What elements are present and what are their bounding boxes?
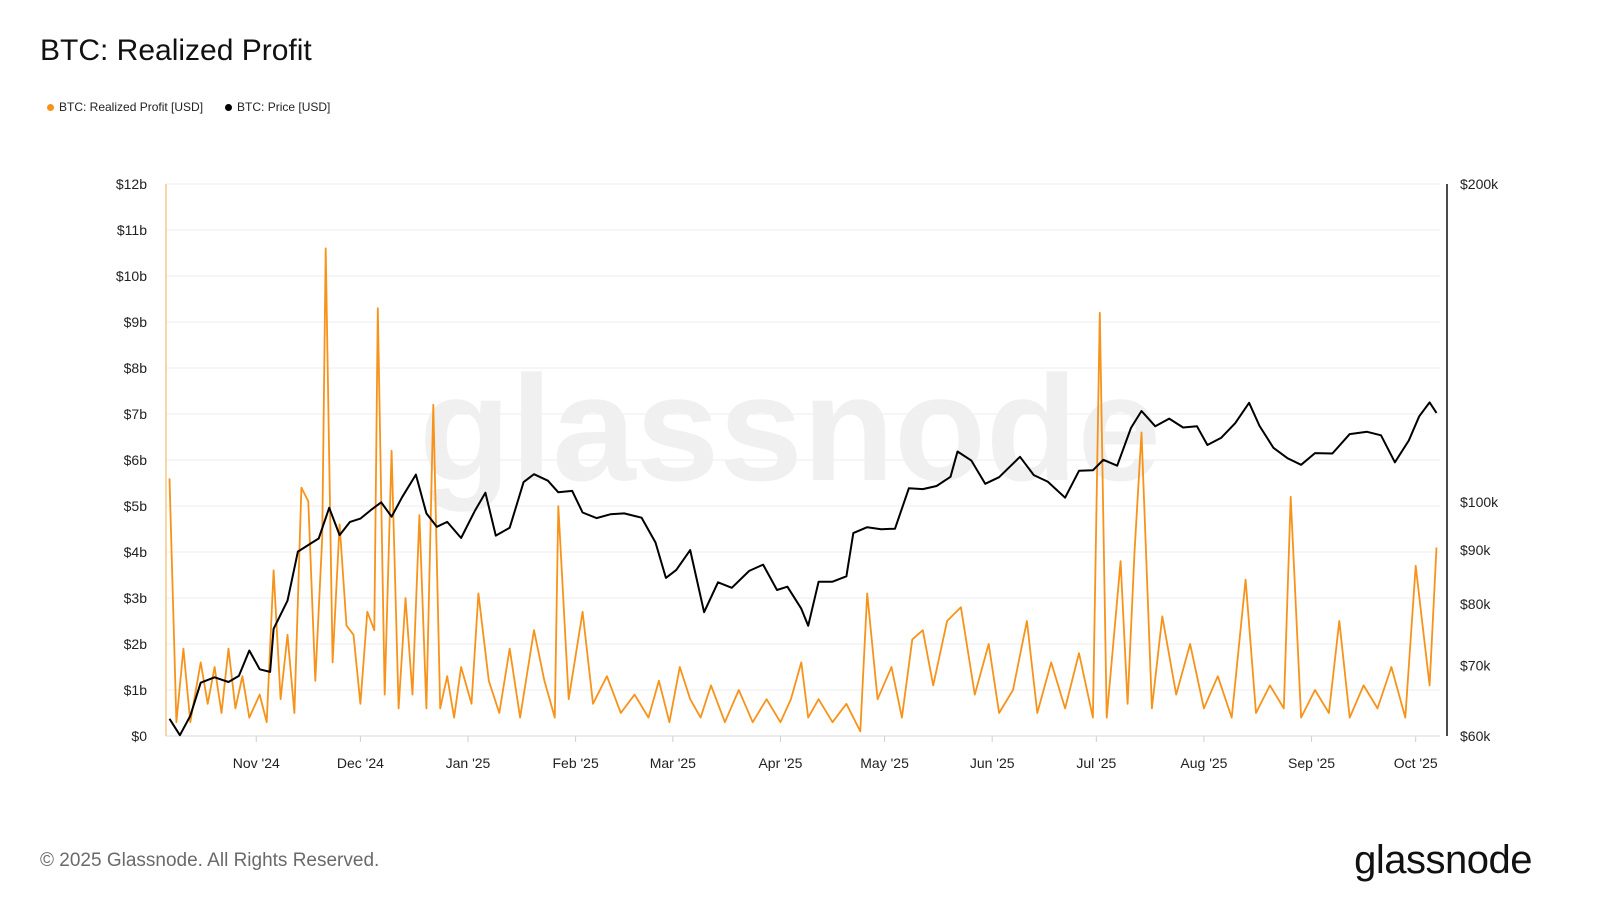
chart-title: BTC: Realized Profit [40,34,312,67]
left-tick-label: $0 [131,728,147,744]
legend-item-price[interactable]: BTC: Price [USD] [225,100,330,114]
copyright-text: © 2025 Glassnode. All Rights Reserved. [40,850,380,871]
right-tick-label: $100k [1460,494,1499,510]
legend-dot-orange-icon [47,103,54,111]
x-tick-label: Dec '24 [337,755,384,771]
series-layer [168,247,1438,737]
legend-label: BTC: Price [USD] [237,100,331,114]
right-axis: $60k $70k $80k $90k $100k $200k [1460,176,1499,744]
x-tick-label: Mar '25 [650,755,696,771]
x-axis: Nov '24 Dec '24 Jan '25 Feb '25 Mar '25 Apr '… [233,736,1438,771]
right-tick-label: $80k [1460,596,1491,612]
chart-legend: BTC: Realized Profit [USD] BTC: Price [U… [47,100,330,114]
x-tick-label: Feb '25 [552,755,598,771]
legend-dot-black-icon [225,103,233,111]
right-tick-label: $90k [1460,542,1491,558]
legend-item-realized-profit[interactable]: BTC: Realized Profit [USD] [47,100,203,114]
x-tick-label: Jun '25 [970,755,1015,771]
price-line[interactable] [168,401,1438,737]
left-tick-label: $6b [124,452,148,468]
brand-logo[interactable]: glassnode [1354,838,1532,882]
x-tick-label: Nov '24 [233,755,280,771]
left-tick-label: $11b [117,222,147,238]
left-axis: $0 $1b $2b $3b $4b $5b $6b $7b $8b $9b $10b $11b $12… [116,176,147,744]
x-tick-label: Apr '25 [758,755,802,771]
realized-profit-line[interactable] [168,247,1438,733]
x-tick-label: Jan '25 [446,755,491,771]
x-tick-label: Oct '25 [1394,755,1438,771]
grid-lines [166,183,1440,691]
left-tick-label: $2b [124,636,148,652]
right-tick-label: $70k [1460,657,1491,673]
x-tick-label: Sep '25 [1288,755,1335,771]
left-tick-label: $12b [116,176,147,192]
left-tick-label: $7b [124,406,148,422]
x-tick-label: Jul '25 [1076,755,1116,771]
left-tick-label: $4b [124,544,148,560]
x-tick-label: May '25 [860,755,909,771]
x-tick-label: Aug '25 [1180,755,1227,771]
left-tick-label: $5b [124,498,148,514]
watermark: glassnode [419,344,1161,512]
left-tick-label: $3b [124,590,148,606]
left-tick-label: $9b [124,314,148,330]
left-tick-label: $8b [124,360,148,376]
left-tick-label: $1b [124,682,148,698]
left-tick-label: $10b [116,268,147,284]
right-tick-label: $200k [1460,176,1499,192]
right-tick-label: $60k [1460,728,1491,744]
legend-label: BTC: Realized Profit [USD] [59,100,204,114]
